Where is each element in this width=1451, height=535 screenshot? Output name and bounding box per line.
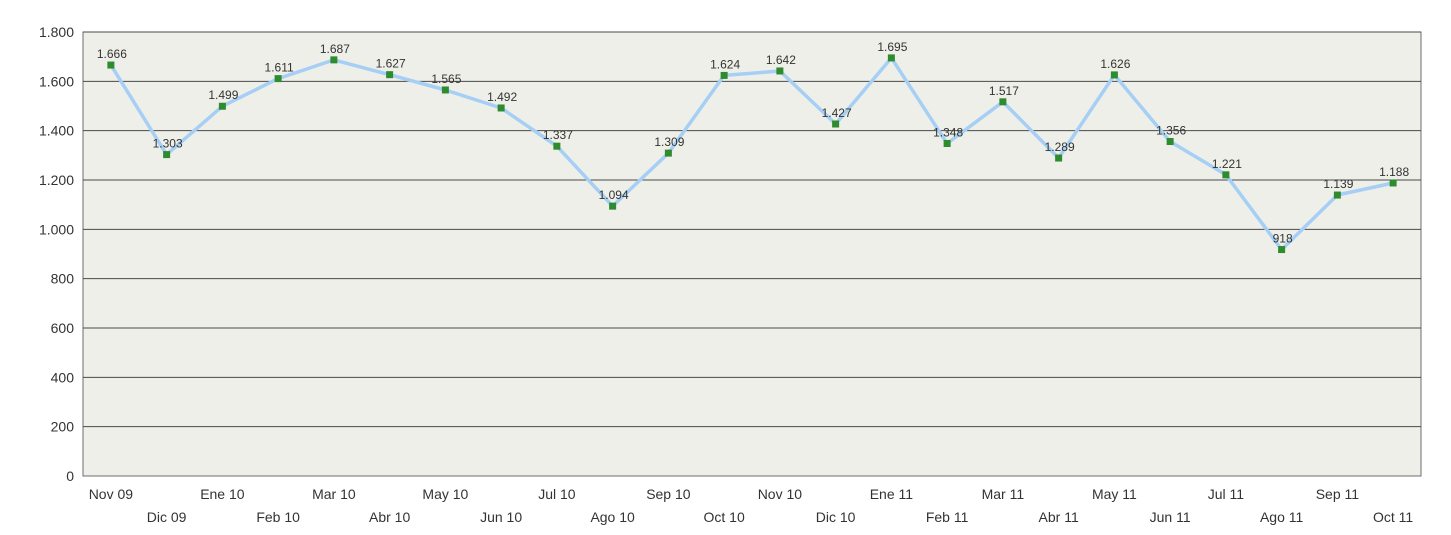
data-label: 1.695 xyxy=(877,40,907,54)
y-tick-label: 1.800 xyxy=(39,24,74,40)
data-point xyxy=(163,151,171,159)
data-point xyxy=(218,102,226,110)
data-point xyxy=(274,75,282,83)
data-label: 1.624 xyxy=(710,57,740,71)
x-tick-label: Jul 10 xyxy=(538,486,576,502)
y-axis: 0 200 400 600 800 1.000 1.200 1.400 1.600 1.800 xyxy=(39,24,74,484)
x-tick-label: Ene 10 xyxy=(200,486,245,502)
data-point xyxy=(609,202,617,210)
data-point xyxy=(553,142,561,150)
data-point xyxy=(943,139,951,147)
series-line xyxy=(109,56,1395,252)
data-point xyxy=(832,120,840,128)
data-point xyxy=(887,54,895,62)
x-tick-label: Abr 10 xyxy=(369,509,410,525)
x-tick-label: May 11 xyxy=(1092,486,1137,502)
data-label: 1.427 xyxy=(822,106,852,120)
data-label: 1.687 xyxy=(320,42,350,56)
x-tick-label: May 10 xyxy=(422,486,468,502)
x-tick-label: Sep 11 xyxy=(1316,486,1360,502)
x-tick-label: Mar 11 xyxy=(982,486,1025,502)
data-label: 1.666 xyxy=(97,47,127,61)
data-label: 918 xyxy=(1273,232,1293,246)
data-label: 1.356 xyxy=(1156,124,1186,138)
data-point xyxy=(1166,138,1174,146)
data-point xyxy=(107,61,115,69)
data-label: 1.303 xyxy=(153,137,183,151)
x-tick-label: Oct 11 xyxy=(1373,509,1413,525)
data-point xyxy=(999,98,1007,106)
x-tick-label: Abr 11 xyxy=(1039,509,1079,525)
data-label: 1.499 xyxy=(208,88,238,102)
data-label: 1.611 xyxy=(265,61,294,75)
data-point xyxy=(441,86,449,94)
data-label: 1.626 xyxy=(1100,57,1130,71)
data-point xyxy=(1278,246,1286,254)
x-tick-label: Jun 11 xyxy=(1150,509,1191,525)
x-axis: Nov 09 Dic 09 Ene 10 Feb 10 Mar 10 Abr 10 May … xyxy=(89,486,1414,525)
y-tick-label: 0 xyxy=(66,468,74,484)
data-label: 1.188 xyxy=(1379,165,1409,179)
y-tick-label: 200 xyxy=(51,419,75,435)
data-label: 1.289 xyxy=(1045,140,1075,154)
x-tick-label: Dic 10 xyxy=(816,509,856,525)
data-label: 1.565 xyxy=(431,72,461,86)
data-label: 1.517 xyxy=(989,84,1019,98)
y-tick-label: 1.600 xyxy=(39,73,74,89)
x-tick-label: Dic 09 xyxy=(147,509,187,525)
x-tick-label: Jul 11 xyxy=(1208,486,1245,502)
data-label: 1.627 xyxy=(376,57,406,71)
x-tick-label: Ago 10 xyxy=(590,509,635,525)
x-tick-label: Jun 10 xyxy=(480,509,522,525)
x-tick-label: Nov 10 xyxy=(758,486,803,502)
data-label: 1.094 xyxy=(599,188,629,202)
x-tick-label: Ene 11 xyxy=(870,486,914,502)
y-tick-label: 1.000 xyxy=(39,221,74,237)
data-point xyxy=(776,67,784,75)
x-tick-label: Nov 09 xyxy=(89,486,134,502)
data-point xyxy=(330,56,338,64)
y-tick-label: 400 xyxy=(51,369,75,385)
gridlines xyxy=(83,31,1421,428)
data-point xyxy=(1055,154,1063,162)
data-point xyxy=(497,104,505,112)
x-tick-label: Oct 10 xyxy=(704,509,745,525)
data-labels: 1.666 1.303 1.499 1.611 1.687 1.627 1.565 1.492… xyxy=(97,40,1410,246)
data-point xyxy=(1110,71,1118,79)
data-label: 1.309 xyxy=(654,135,684,149)
data-label: 1.221 xyxy=(1212,157,1242,171)
data-label: 1.337 xyxy=(543,128,573,142)
data-point xyxy=(1389,179,1397,187)
data-label: 1.642 xyxy=(766,53,796,67)
plot-area xyxy=(82,31,1422,477)
x-tick-label: Sep 10 xyxy=(646,486,691,502)
x-tick-label: Feb 11 xyxy=(926,509,969,525)
y-tick-label: 800 xyxy=(51,271,75,287)
data-point xyxy=(1222,171,1230,179)
x-tick-label: Mar 10 xyxy=(312,486,356,502)
x-tick-label: Feb 10 xyxy=(256,509,300,525)
data-points xyxy=(107,54,1397,254)
data-label: 1.348 xyxy=(933,125,963,139)
data-point xyxy=(720,71,728,79)
x-tick-label: Ago 11 xyxy=(1260,509,1304,525)
y-tick-label: 1.400 xyxy=(39,123,74,139)
y-tick-label: 600 xyxy=(51,320,75,336)
data-point xyxy=(664,149,672,157)
data-label: 1.139 xyxy=(1323,177,1353,191)
data-label: 1.492 xyxy=(487,90,517,104)
data-point xyxy=(386,71,394,79)
y-tick-label: 1.200 xyxy=(39,172,74,188)
data-point xyxy=(1333,191,1341,199)
